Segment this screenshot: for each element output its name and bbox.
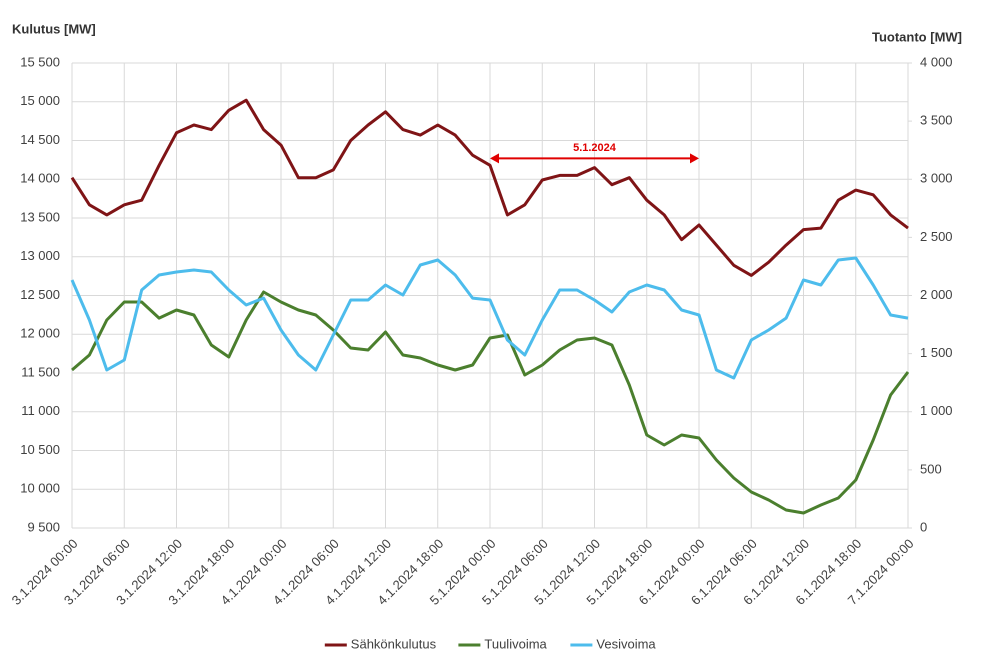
- y-tick-label: 14 000: [20, 171, 60, 186]
- y2-tick-label: 1 000: [920, 403, 953, 418]
- arrow-head: [690, 153, 699, 164]
- y2-axis-title: Tuotanto [MW]: [872, 29, 962, 44]
- annotation-label: 5.1.2024: [573, 142, 617, 154]
- y2-tick-label: 1 500: [920, 345, 953, 360]
- series-line: [70, 256, 909, 380]
- y-tick-label: 9 500: [27, 519, 60, 534]
- y2-tick-label: 3 500: [920, 113, 953, 128]
- legend-label: Tuulivoima: [484, 636, 547, 651]
- y-tick-label: 10 000: [20, 481, 60, 496]
- y2-tick-label: 4 000: [920, 54, 953, 69]
- y-tick-label: 13 000: [20, 248, 60, 263]
- y2-tick-label: 500: [920, 461, 942, 476]
- y2-tick-label: 2 500: [920, 229, 953, 244]
- y-tick-label: 12 500: [20, 287, 60, 302]
- arrow-head: [490, 153, 499, 164]
- legend-label: Sähkönkulutus: [351, 636, 437, 651]
- y-tick-label: 10 500: [20, 442, 60, 457]
- series-line: [70, 98, 909, 277]
- y-tick-label: 14 500: [20, 132, 60, 147]
- y2-tick-label: 3 000: [920, 171, 953, 186]
- y-tick-label: 15 500: [20, 54, 60, 69]
- y-tick-label: 13 500: [20, 209, 60, 224]
- y-axis-title: Kulutus [MW]: [12, 21, 96, 36]
- y-tick-label: 12 000: [20, 326, 60, 341]
- series-line: [71, 290, 910, 515]
- legend-label: Vesivoima: [596, 636, 656, 651]
- y-tick-label: 11 000: [21, 403, 60, 418]
- y-tick-label: 15 000: [20, 93, 60, 108]
- y2-tick-label: 2 000: [920, 287, 953, 302]
- y-tick-label: 11 500: [21, 364, 60, 379]
- y2-tick-label: 0: [920, 519, 927, 534]
